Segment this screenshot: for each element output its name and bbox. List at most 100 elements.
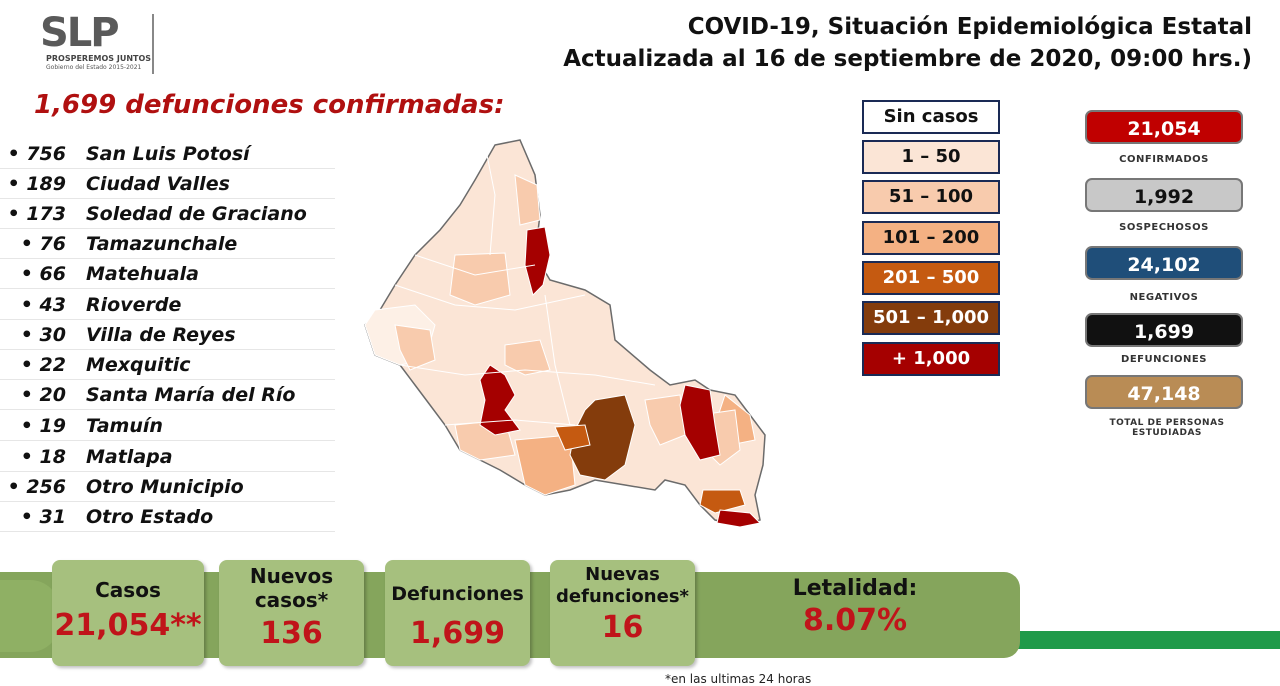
legend-item-plus-1000: + 1,000 xyxy=(862,342,1000,376)
casos-value: 21,054** xyxy=(54,608,202,643)
summary-band-cap xyxy=(0,580,60,652)
footnote: *en las ultimas 24 horas xyxy=(665,672,812,686)
municipality-name: Rioverde xyxy=(86,294,182,316)
casos-card: Casos 21,054** xyxy=(52,560,204,666)
logo-divider xyxy=(152,14,154,74)
region-201-500 xyxy=(699,489,746,514)
region-51-100 xyxy=(394,324,436,371)
negative-value: 24,102 xyxy=(1085,246,1243,280)
logo-slogan: PROSPEREMOS JUNTOS xyxy=(46,54,152,63)
legend-item-201-500: 201 – 500 xyxy=(862,261,1000,295)
municipality-name: Tamuín xyxy=(86,415,163,437)
negative-label: NEGATIVOS xyxy=(1129,292,1199,303)
region-51-100 xyxy=(504,339,551,376)
legend-item-51-100: 51 – 100 xyxy=(862,180,1000,214)
nuevas-defunciones-value: 16 xyxy=(601,610,644,645)
legend-item-101-200: 101 – 200 xyxy=(862,221,1000,255)
death-count: • 756 xyxy=(7,143,66,165)
region-plus-1000 xyxy=(716,509,762,528)
list-item: • 19 Tamuín xyxy=(0,412,340,441)
region-201-500 xyxy=(554,424,591,451)
page-title: COVID-19, Situación Epidemiológica Estat… xyxy=(687,14,1252,40)
map-regions xyxy=(364,139,766,528)
legend-label: 1 – 50 xyxy=(901,146,961,167)
municipality-name: Villa de Reyes xyxy=(86,324,236,346)
death-count: • 43 xyxy=(20,294,66,316)
legend-label: + 1,000 xyxy=(891,348,971,369)
municipality-name: Otro Municipio xyxy=(86,476,244,498)
defunciones-card: Defunciones 1,699 xyxy=(385,560,530,666)
list-item: • 189 Ciudad Valles xyxy=(0,170,340,199)
list-item: • 256 Otro Municipio xyxy=(0,473,340,502)
casos-label: Casos xyxy=(95,578,161,602)
confirmed-value: 21,054 xyxy=(1085,110,1243,144)
logo-subtitle: Gobierno del Estado 2015-2021 xyxy=(46,64,142,71)
region-501-1000 xyxy=(569,394,636,481)
list-item: • 18 Matlapa xyxy=(0,443,340,472)
death-count: • 76 xyxy=(20,233,66,255)
region-plus-1000 xyxy=(524,226,551,296)
death-count: • 18 xyxy=(20,446,66,468)
deaths-value: 1,699 xyxy=(1085,313,1243,347)
total-studied-value: 47,148 xyxy=(1085,375,1243,409)
deaths-label: DEFUNCIONES xyxy=(1121,354,1207,365)
death-count: • 173 xyxy=(7,203,66,225)
nuevas-defunciones-card: Nuevas defunciones* 16 xyxy=(550,560,695,666)
letalidad-label: Letalidad: xyxy=(792,576,918,601)
list-item: • 756 San Luis Potosí xyxy=(0,140,340,169)
municipality-name: Santa María del Río xyxy=(86,384,296,406)
list-item: • 43 Rioverde xyxy=(0,291,340,320)
list-item: • 22 Mexquitic xyxy=(0,351,340,380)
municipality-name: Ciudad Valles xyxy=(86,173,230,195)
death-count: • 66 xyxy=(20,263,66,285)
list-item: • 20 Santa María del Río xyxy=(0,381,340,410)
legend-label: Sin casos xyxy=(883,106,979,127)
deaths-heading: 1,699 defunciones confirmadas: xyxy=(34,90,505,120)
death-count: • 19 xyxy=(20,415,66,437)
municipality-name: Matehuala xyxy=(86,263,199,285)
legend-label: 101 – 200 xyxy=(882,227,980,248)
legend-label: 201 – 500 xyxy=(882,267,980,288)
death-count: • 20 xyxy=(20,384,66,406)
defunciones-value: 1,699 xyxy=(410,616,505,651)
municipality-name: Soledad de Graciano xyxy=(86,203,307,225)
region-51-100 xyxy=(514,174,541,226)
region-plus-1000 xyxy=(479,364,521,436)
list-item: • 66 Matehuala xyxy=(0,260,340,289)
municipality-name: Mexquitic xyxy=(86,354,191,376)
death-count: • 22 xyxy=(20,354,66,376)
legend-label: 51 – 100 xyxy=(888,186,974,207)
death-count: • 31 xyxy=(20,506,66,528)
total-studied-label: TOTAL DE PERSONAS ESTUDIADAS xyxy=(1109,418,1225,438)
suspected-value: 1,992 xyxy=(1085,178,1243,212)
legend-item-sin-casos: Sin casos xyxy=(862,100,1000,134)
nuevos-casos-value: 136 xyxy=(260,616,323,651)
municipality-name: Tamazunchale xyxy=(86,233,238,255)
legend-item-501-1000: 501 – 1,000 xyxy=(862,301,1000,335)
death-count: • 189 xyxy=(7,173,66,195)
list-item: • 76 Tamazunchale xyxy=(0,230,340,259)
letalidad-block: Letalidad: 8.07% xyxy=(700,576,1010,646)
confirmed-label: CONFIRMADOS xyxy=(1119,154,1209,165)
municipality-name: Matlapa xyxy=(86,446,173,468)
region-plus-1000 xyxy=(679,384,721,461)
region-51-100 xyxy=(644,394,686,446)
municipality-name: Otro Estado xyxy=(86,506,214,528)
nuevos-casos-card: Nuevos casos* 136 xyxy=(219,560,364,666)
letalidad-value: 8.07% xyxy=(802,603,908,638)
death-count: • 256 xyxy=(7,476,66,498)
municipality-name: San Luis Potosí xyxy=(86,143,250,165)
death-count: • 30 xyxy=(20,324,66,346)
list-item: • 31 Otro Estado xyxy=(0,503,340,532)
slp-logo: SLP PROSPEREMOS JUNTOS Gobierno del Esta… xyxy=(40,10,165,80)
legend-label: 501 – 1,000 xyxy=(872,307,990,328)
logo-mark: SLP xyxy=(40,10,120,56)
list-item: • 173 Soledad de Graciano xyxy=(0,200,340,229)
suspected-label: SOSPECHOSOS xyxy=(1119,222,1209,233)
list-item: • 30 Villa de Reyes xyxy=(0,321,340,350)
legend-item-1-50: 1 – 50 xyxy=(862,140,1000,174)
state-choropleth-map xyxy=(364,139,766,528)
region-51-100 xyxy=(449,252,511,306)
page-subtitle: Actualizada al 16 de septiembre de 2020,… xyxy=(563,46,1252,72)
nuevas-defunciones-label: Nuevas defunciones* xyxy=(556,564,689,607)
